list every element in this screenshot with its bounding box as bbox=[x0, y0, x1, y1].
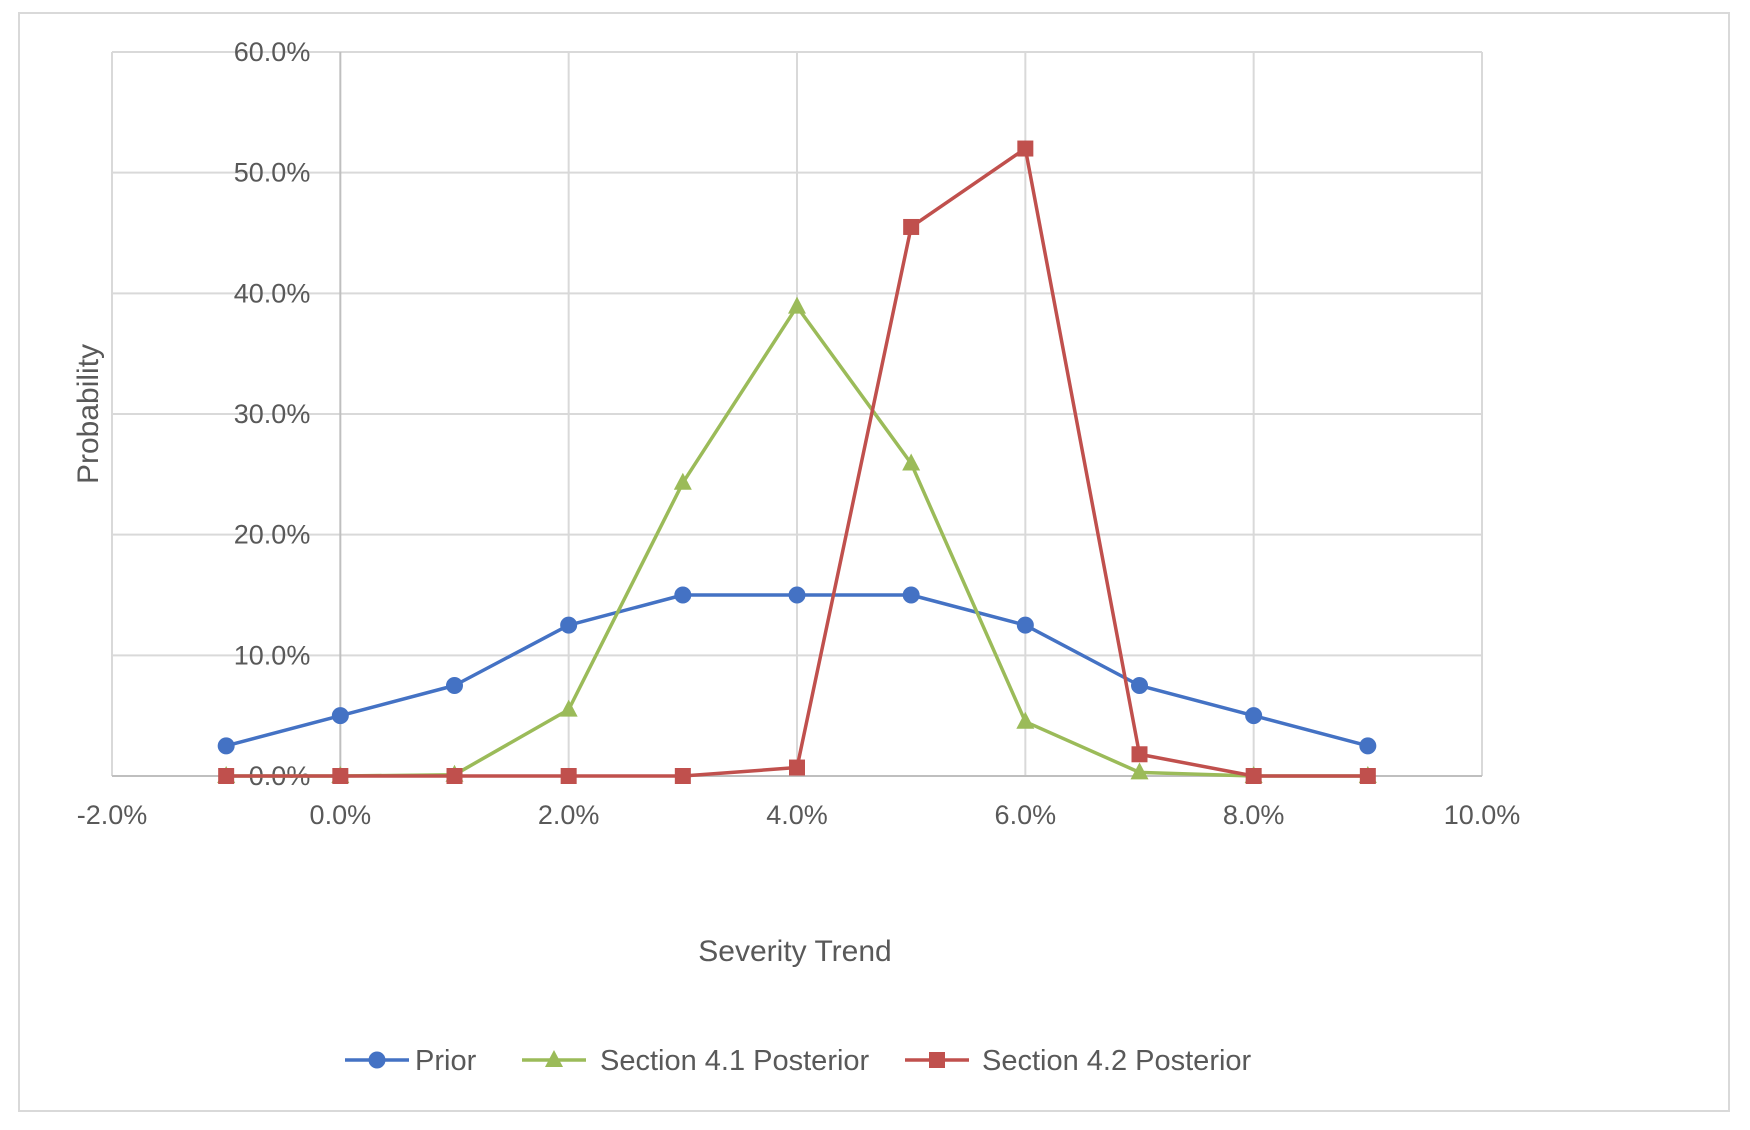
severity-trend-chart: 0.0%10.0%20.0%30.0%40.0%50.0%60.0%-2.0% 0… bbox=[72, 37, 1521, 1077]
x-axis-title: Severity Trend bbox=[698, 935, 891, 968]
y-tick-label: 50.0% bbox=[234, 158, 311, 188]
x-tick-label: 4.0% bbox=[766, 800, 828, 830]
x-tick-label: 0.0% bbox=[310, 800, 372, 830]
data-point-section-4-2-posterior bbox=[446, 768, 463, 784]
data-point-prior bbox=[446, 677, 463, 694]
series-lines bbox=[217, 140, 1377, 784]
legend-item-section-4-1-posterior: Section 4.1 Posterior bbox=[522, 1045, 870, 1077]
data-point-prior bbox=[902, 586, 920, 604]
data-point-section-4-2-posterior bbox=[1131, 746, 1148, 763]
data-point-section-4-1-posterior bbox=[1016, 711, 1035, 729]
data-point-section-4-2-posterior bbox=[674, 768, 691, 784]
y-tick-label: 10.0% bbox=[234, 640, 311, 670]
legend-label-section-4-1-posterior: Section 4.1 Posterior bbox=[600, 1045, 870, 1077]
series-prior bbox=[217, 586, 1377, 755]
y-tick-label: 60.0% bbox=[234, 37, 311, 67]
y-axis-title: Probability bbox=[72, 344, 105, 484]
x-tick-label: 8.0% bbox=[1223, 800, 1285, 830]
x-tick-label: 6.0% bbox=[995, 800, 1057, 830]
x-tick-label: -2.0% bbox=[77, 800, 148, 830]
data-point-section-4-2-posterior bbox=[332, 768, 349, 784]
tick-labels: 0.0%10.0%20.0%30.0%40.0%50.0%60.0%-2.0% 0… bbox=[77, 37, 1521, 830]
data-point-prior bbox=[331, 707, 349, 725]
series-section-4-2-posterior bbox=[218, 140, 1376, 784]
data-point-prior bbox=[217, 737, 235, 755]
legend-label-prior: Prior bbox=[415, 1045, 477, 1077]
data-point-prior bbox=[560, 616, 578, 634]
data-point-section-4-2-posterior bbox=[789, 759, 805, 776]
data-point-section-4-1-posterior bbox=[902, 453, 921, 471]
data-point-section-4-1-posterior bbox=[673, 472, 692, 490]
legend-item-section-4-2-posterior: Section 4.2 Posterior bbox=[905, 1045, 1252, 1077]
legend-item-prior: Prior bbox=[345, 1045, 477, 1077]
legend-marker-prior bbox=[368, 1051, 386, 1069]
data-point-section-4-2-posterior bbox=[1245, 768, 1262, 784]
data-point-section-4-1-posterior bbox=[559, 699, 578, 717]
y-tick-label: 20.0% bbox=[234, 520, 311, 550]
legend-marker-section-4-1-posterior bbox=[545, 1050, 563, 1067]
data-point-section-4-2-posterior bbox=[903, 218, 920, 235]
data-point-section-4-2-posterior bbox=[1359, 768, 1376, 784]
data-point-section-4-1-posterior bbox=[788, 296, 806, 314]
legend-label-section-4-2-posterior: Section 4.2 Posterior bbox=[982, 1045, 1252, 1077]
data-point-section-4-2-posterior bbox=[1017, 140, 1034, 157]
data-point-section-4-2-posterior bbox=[560, 768, 577, 784]
data-point-prior bbox=[1131, 677, 1148, 694]
y-tick-label: 40.0% bbox=[234, 278, 311, 308]
data-point-prior bbox=[1016, 616, 1034, 634]
data-point-prior bbox=[674, 586, 692, 604]
data-point-section-4-2-posterior bbox=[218, 768, 235, 784]
legend: Prior Section 4.1 Posterior Section 4.2 Po… bbox=[345, 1045, 1252, 1077]
gridlines bbox=[111, 51, 1483, 776]
legend-marker-section-4-2-posterior bbox=[929, 1052, 945, 1068]
data-point-prior bbox=[788, 586, 806, 604]
y-tick-label: 30.0% bbox=[234, 399, 311, 429]
x-tick-label: 2.0% bbox=[538, 800, 600, 830]
data-point-prior bbox=[1245, 707, 1263, 725]
data-point-prior bbox=[1359, 737, 1377, 755]
chart-frame: 0.0% 10.0% 20.0% 30.0% 40.0% 50.0% 60.0% -2.0% 0… bbox=[18, 12, 1730, 1112]
x-tick-label: 10.0% bbox=[1444, 800, 1521, 830]
data-point-section-4-1-posterior bbox=[1130, 762, 1149, 780]
